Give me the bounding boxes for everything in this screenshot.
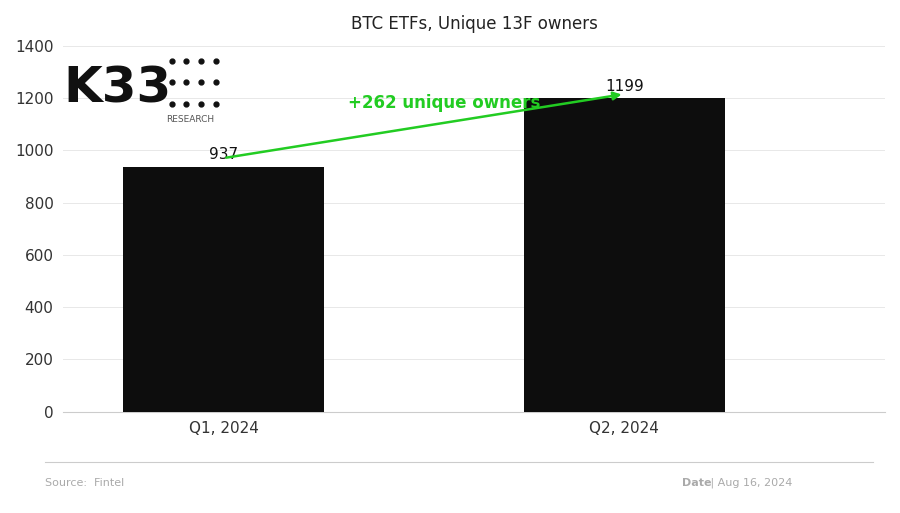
Text: RESEARCH: RESEARCH bbox=[166, 115, 214, 125]
Text: Source:  Fintel: Source: Fintel bbox=[45, 478, 124, 488]
Title: BTC ETFs, Unique 13F owners: BTC ETFs, Unique 13F owners bbox=[351, 15, 598, 33]
Text: Date: Date bbox=[682, 478, 712, 488]
Text: +262 unique owners: +262 unique owners bbox=[348, 94, 540, 112]
Text: 937: 937 bbox=[209, 147, 238, 162]
Text: | Aug 16, 2024: | Aug 16, 2024 bbox=[707, 478, 793, 488]
Bar bbox=[524, 98, 724, 412]
Bar bbox=[123, 167, 324, 412]
Text: 1199: 1199 bbox=[605, 78, 644, 93]
Text: K33: K33 bbox=[63, 65, 171, 112]
